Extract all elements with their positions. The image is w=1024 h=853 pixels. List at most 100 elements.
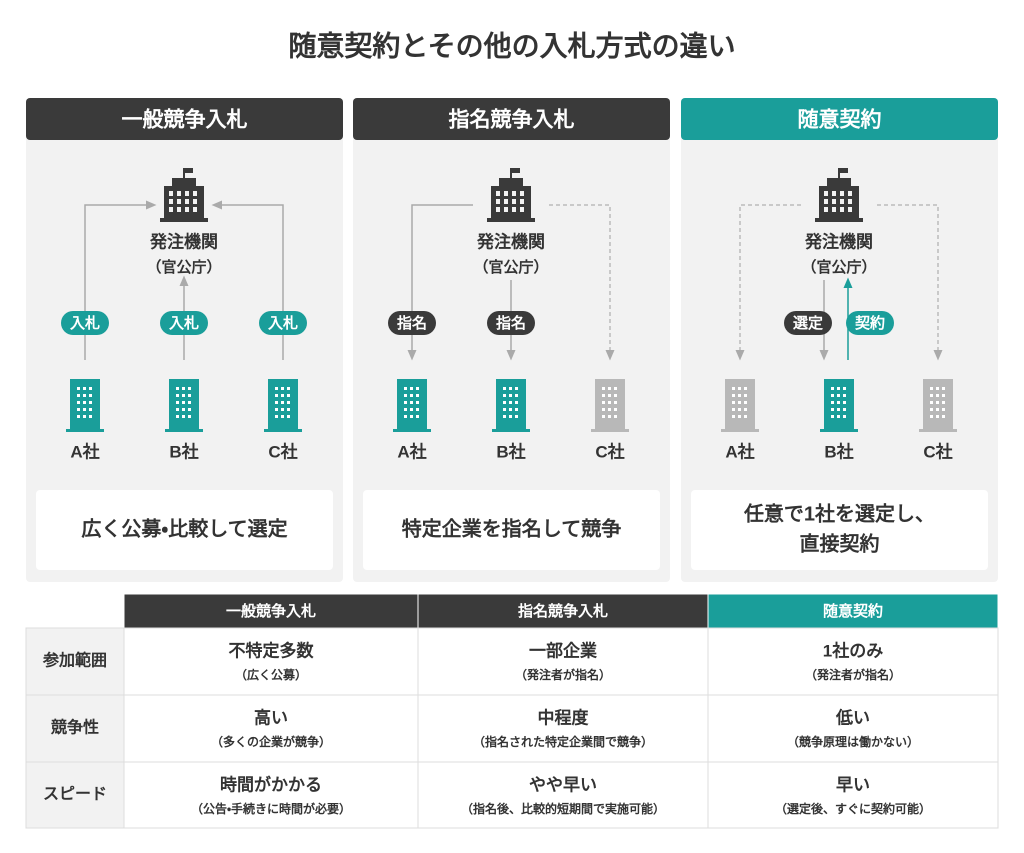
icon-part	[591, 429, 629, 432]
icon-window	[416, 387, 419, 390]
icon-window	[281, 408, 284, 411]
icon-window	[602, 401, 605, 404]
panel-header-text: 随意契約	[798, 108, 882, 132]
icon-window	[512, 199, 516, 204]
icon-window	[77, 415, 80, 418]
icon-window	[287, 387, 290, 390]
arrow	[407, 204, 473, 361]
table-header	[123, 593, 419, 629]
icon-window	[520, 199, 524, 204]
table-cell	[123, 694, 419, 763]
icon-window	[614, 415, 617, 418]
icon-window	[744, 415, 747, 418]
cell-sub: （発注者が指名）	[805, 667, 901, 682]
description: 直接契約	[800, 531, 880, 555]
icon-window	[83, 401, 86, 404]
icon-window	[410, 408, 413, 411]
table-cell	[707, 761, 999, 829]
description-box	[363, 490, 660, 570]
icon-window	[77, 401, 80, 404]
panel-header-text: 一般競争入札	[122, 108, 248, 132]
label-text: 指名	[496, 314, 526, 332]
cell-main: 低い	[835, 707, 870, 727]
icon-window	[515, 408, 518, 411]
icon-window	[188, 387, 191, 390]
icon-window	[83, 408, 86, 411]
icon-window	[732, 415, 735, 418]
icon-window	[404, 394, 407, 397]
icon-window	[169, 207, 173, 212]
icon-window	[942, 401, 945, 404]
icon-window	[410, 387, 413, 390]
icon-window	[509, 408, 512, 411]
icon-part	[487, 218, 535, 222]
icon-window	[831, 387, 834, 390]
icon-window	[512, 191, 516, 196]
icon-window	[942, 408, 945, 411]
icon-window	[185, 199, 189, 204]
icon-window	[169, 199, 173, 204]
icon-window	[188, 401, 191, 404]
icon-window	[515, 401, 518, 404]
icon-window	[512, 207, 516, 212]
icon-window	[837, 401, 840, 404]
icon-window	[503, 394, 506, 397]
icon-window	[608, 387, 611, 390]
icon-window	[89, 408, 92, 411]
icon-window	[843, 408, 846, 411]
icon-window	[281, 401, 284, 404]
icon-window	[732, 401, 735, 404]
icon-window	[843, 401, 846, 404]
label-pill	[160, 311, 208, 335]
cell-sub: （競争原理は働かない）	[787, 734, 919, 749]
icon-part	[512, 168, 520, 173]
panel-header	[26, 98, 343, 140]
icon-window	[176, 401, 179, 404]
icon-window	[614, 394, 617, 397]
icon-window	[515, 394, 518, 397]
icon-window	[831, 394, 834, 397]
icon-part	[393, 429, 431, 432]
icon-window	[608, 394, 611, 397]
table-header	[417, 593, 709, 629]
icon-window	[602, 415, 605, 418]
icon-window	[831, 415, 834, 418]
company-name: C社	[923, 441, 952, 461]
cell-main: 中程度	[538, 707, 590, 727]
icon-window	[738, 415, 741, 418]
company-icon	[919, 379, 957, 432]
icon-window	[509, 394, 512, 397]
icon-window	[608, 415, 611, 418]
icon-window	[608, 401, 611, 404]
icon-window	[936, 394, 939, 397]
row-label-cell	[25, 694, 125, 763]
icon-window	[503, 401, 506, 404]
row-label: スピード	[43, 785, 107, 803]
icon-part	[172, 178, 196, 188]
company-name: A社	[397, 441, 426, 461]
label-pill	[846, 311, 894, 335]
row-label: 競争性	[50, 718, 99, 737]
description: 任意で1社を選定し、	[743, 501, 935, 525]
icon-window	[837, 408, 840, 411]
icon-part	[815, 218, 863, 222]
icon-window	[188, 408, 191, 411]
icon-window	[840, 199, 844, 204]
cell-sub: （多くの企業が競争）	[211, 734, 331, 749]
icon-window	[848, 207, 852, 212]
cell-main: 早い	[836, 775, 870, 794]
company-name: A社	[725, 441, 754, 461]
icon-window	[275, 408, 278, 411]
icon-window	[287, 408, 290, 411]
cell-main: 時間がかかる	[220, 774, 322, 794]
table-header-text: 随意契約	[823, 602, 883, 620]
table-header-text: 指名競争入札	[518, 602, 608, 620]
icon-part	[510, 168, 512, 180]
icon-window	[404, 408, 407, 411]
icon-window	[182, 401, 185, 404]
icon-window	[504, 199, 508, 204]
icon-part	[595, 379, 625, 431]
icon-window	[89, 387, 92, 390]
table-cell	[123, 761, 419, 829]
